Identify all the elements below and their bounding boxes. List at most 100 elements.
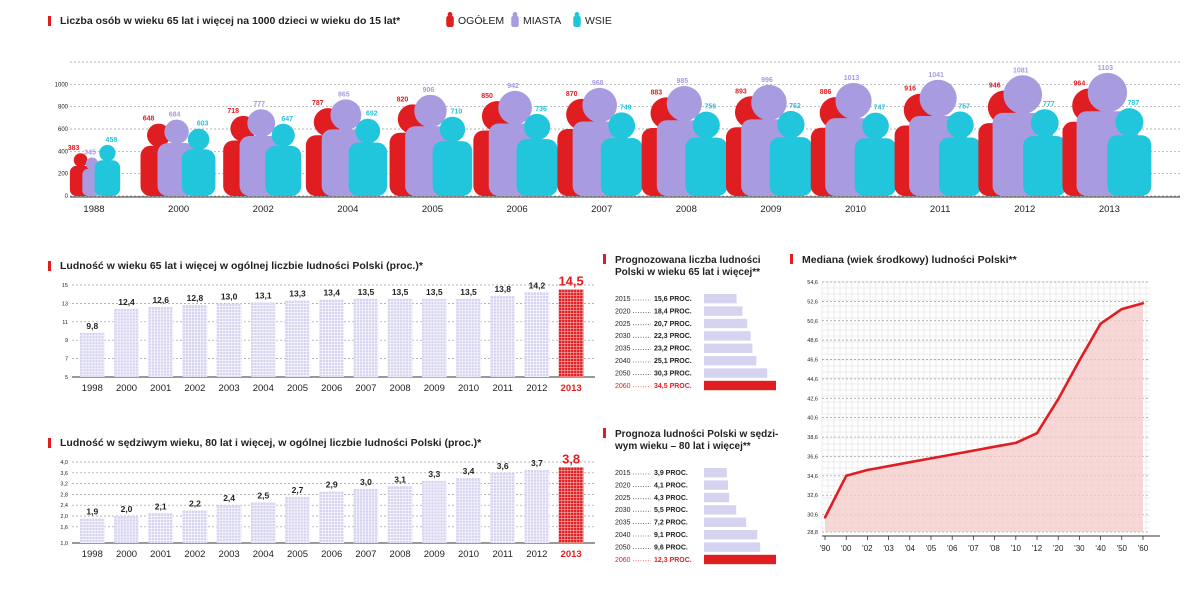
title-marker [48, 16, 51, 26]
x-tick-label: 2008 [390, 383, 411, 394]
person-wsie [769, 110, 813, 196]
y-tick-label: 42,6 [807, 396, 818, 402]
value-label: 850 [481, 93, 493, 100]
person-wsie [265, 123, 302, 196]
value-label: 996 [761, 77, 773, 84]
person-body [94, 160, 121, 196]
x-tick-label: '05 [926, 544, 937, 553]
x-tick-label: 2012 [526, 383, 547, 394]
title-marker [48, 438, 51, 448]
bar [704, 356, 757, 366]
person-head [835, 82, 872, 120]
x-tick-label: 2001 [150, 383, 171, 394]
value-label: 916 [904, 86, 916, 93]
person-wsie [432, 116, 473, 196]
x-tick-label: 2010 [458, 383, 479, 394]
x-tick-label: 2009 [424, 549, 445, 560]
value-label: 756 [704, 104, 716, 111]
x-tick-label: 2001 [150, 549, 171, 560]
x-tick-label: 2010 [845, 204, 866, 215]
x-tick-label: 2002 [184, 549, 205, 560]
person-wsie [94, 144, 121, 196]
person-head [147, 123, 171, 147]
person-body [265, 145, 302, 196]
person-head [439, 116, 466, 143]
y-tick-label: 2,8 [60, 492, 68, 498]
person-head [862, 112, 889, 140]
x-tick-label: 2009 [760, 204, 781, 215]
share-65-plus-chart: Ludność w wieku 65 lat i więcej w ogólne… [48, 260, 595, 394]
title-marker [48, 261, 51, 271]
x-tick-label: 2013 [1099, 204, 1120, 215]
bar [251, 502, 276, 543]
bar-fill [80, 332, 105, 377]
bar [148, 307, 174, 377]
row-value: 3,9 PROC. [654, 470, 688, 477]
x-tick-label: 2000 [168, 204, 189, 215]
row-year: 2035 [615, 520, 631, 527]
bar [704, 331, 751, 341]
value-label: 718 [227, 108, 239, 115]
seniors-per-children-chart: Liczba osób w wieku 65 lat i więcej na 1… [48, 12, 1180, 215]
person-head [99, 144, 116, 162]
row-value: 34,5 PROC. [654, 383, 692, 390]
median-point [972, 449, 975, 452]
y-tick-label: 800 [58, 105, 69, 111]
bar [704, 368, 768, 378]
row-value: 30,3 PROC. [654, 370, 692, 377]
row-value: 18,4 PROC. [654, 308, 692, 315]
y-tick-label: 34,6 [807, 474, 818, 480]
x-tick-label: 2011 [930, 204, 950, 215]
value-label: 3,8 [562, 451, 580, 466]
value-label: 1081 [1013, 67, 1029, 74]
y-tick-label: 15 [62, 283, 68, 289]
x-tick-label: 2006 [507, 204, 528, 215]
x-tick-label: 2005 [287, 383, 308, 394]
value-label: 747 [874, 105, 886, 112]
y-tick-label: 52,6 [807, 299, 818, 305]
value-label: 886 [820, 89, 832, 96]
x-tick-label: '12 [1032, 544, 1043, 553]
bar [319, 299, 345, 377]
person-wsie [181, 128, 216, 196]
value-label: 3,0 [360, 477, 372, 487]
chart-title: Prognoza ludności Polski w sędzi- [615, 429, 778, 440]
person-wsie [939, 111, 982, 196]
value-label: 13,4 [323, 288, 340, 298]
person-body [432, 141, 473, 196]
chart-title: Ludność w wieku 65 lat i więcej w ogólne… [60, 260, 424, 272]
person-head [1003, 75, 1043, 114]
x-tick-label: '07 [968, 544, 979, 553]
person-head [751, 84, 787, 121]
share-80-plus-chart: Ludność w sędziwym wieku, 80 lat i więce… [48, 437, 595, 560]
person-body [348, 142, 388, 196]
median-point [908, 461, 911, 464]
legend-label: MIASTA [523, 15, 561, 27]
legend-icon-miasta [511, 12, 519, 27]
row-year: 2040 [615, 358, 631, 365]
value-label: 777 [253, 101, 265, 108]
x-tick-label: '08 [989, 544, 1000, 553]
value-label: 762 [789, 103, 801, 110]
person-head [1087, 72, 1128, 113]
median-point [887, 464, 890, 468]
value-label: 757 [958, 103, 970, 110]
bar [490, 296, 516, 377]
person-head [355, 118, 381, 144]
y-tick-label: 30,6 [807, 513, 818, 519]
y-tick-label: 1,6 [60, 525, 68, 531]
y-tick-label: 400 [58, 149, 69, 155]
y-tick-label: 11 [62, 320, 68, 326]
forecast-80-plus-table: Prognoza ludności Polski w sędzi-wym wie… [603, 428, 778, 565]
median-point [1014, 441, 1017, 445]
y-tick-label: 13 [62, 301, 68, 307]
x-tick-label: '06 [947, 544, 958, 553]
bar-fill [524, 292, 550, 377]
person-head [523, 113, 551, 141]
bar [704, 343, 753, 353]
value-label: 12,4 [118, 297, 135, 307]
median-point [1120, 307, 1124, 311]
x-tick-label: '02 [862, 544, 873, 553]
value-label: 3,4 [463, 466, 475, 476]
